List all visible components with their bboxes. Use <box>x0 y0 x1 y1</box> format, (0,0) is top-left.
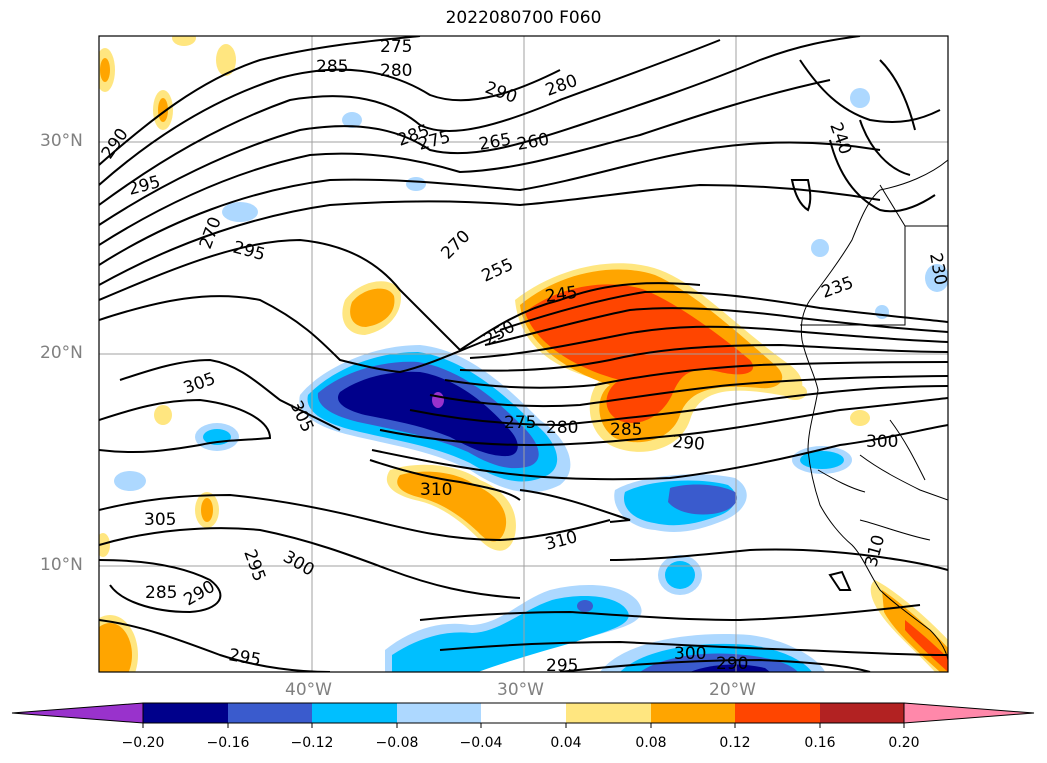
shade-spot-2b <box>158 98 168 122</box>
colorbar-tick-label: −0.12 <box>290 735 334 751</box>
map-title: 2022080700 F060 <box>445 8 602 28</box>
shade-negative-lower-spot <box>577 600 593 612</box>
colorbar-tick-label: 0.08 <box>635 735 667 751</box>
shade-negative-core <box>432 392 444 408</box>
lon-label-30w: 30°W <box>497 680 544 700</box>
shade-spot-8 <box>99 533 110 557</box>
colorbar-tick-label: −0.04 <box>459 735 503 751</box>
shade-neg-spot-6 <box>406 177 426 191</box>
shade-spot-4 <box>172 36 196 46</box>
contour-label: 245 <box>544 283 579 307</box>
colorbar-bin <box>312 703 397 723</box>
contour-label: 280 <box>380 61 412 81</box>
shade-neg-spot-11b <box>800 451 844 469</box>
colorbar-tick-label: −0.16 <box>206 735 250 751</box>
shade-negative-lower-mid <box>392 596 629 672</box>
shade-spot-3 <box>216 44 236 76</box>
shade-negative-blob-3-dark <box>668 484 738 515</box>
contour-label: 300 <box>674 644 706 664</box>
contour-label: 290 <box>672 432 706 455</box>
shade-neg-spot-8 <box>850 88 870 108</box>
colorbar-bin <box>228 703 312 723</box>
contour-label: 230 <box>925 251 950 286</box>
colorbar-bin <box>481 703 566 723</box>
contour-label: 275 <box>504 413 536 433</box>
lat-label-20n: 20°N <box>40 343 83 363</box>
contour-label: 300 <box>866 432 898 452</box>
shade-neg-spot-5 <box>342 112 362 128</box>
contour-label: 305 <box>144 510 176 530</box>
contour-label: 285 <box>610 420 642 440</box>
shade-neg-spot-9 <box>925 264 948 292</box>
contour-label: 285 <box>145 583 177 603</box>
colorbar-extend-high <box>903 702 1035 724</box>
colorbar-tick-label: −0.08 <box>375 735 419 751</box>
colorbar-bin <box>566 703 651 723</box>
contour-label: 310 <box>420 480 452 500</box>
colorbar-bin <box>820 703 904 723</box>
colorbar-tick-label: 0.20 <box>888 735 920 751</box>
plot-frame <box>98 35 949 673</box>
colorbar-bin <box>143 703 228 723</box>
colorbar-bin <box>651 703 735 723</box>
shade-neg-spot-1b <box>665 561 695 589</box>
lon-label-40w: 40°W <box>285 680 332 700</box>
shade-neg-spot-7 <box>811 239 829 257</box>
colorbar-bin <box>735 703 820 723</box>
colorbar-tick-label: −0.20 <box>121 735 165 751</box>
contour-label: 280 <box>546 418 578 438</box>
contour-lines <box>99 36 948 672</box>
shade-negative-lower-right-core <box>690 664 770 672</box>
shade-neg-spot-4 <box>222 202 258 222</box>
shade-neg-spot-10 <box>875 305 889 319</box>
shade-positive-blob-2-mid <box>397 471 507 542</box>
colorbar-tick-label: 0.12 <box>719 735 751 751</box>
coastline <box>800 159 948 661</box>
colorbar-bin <box>397 703 481 723</box>
colorbar-extend-low <box>11 702 144 724</box>
lon-label-20w: 20°W <box>709 680 756 700</box>
shade-positive-blob-1-mid <box>350 288 395 327</box>
shade-spot-1b <box>201 498 213 522</box>
contour-label: 295 <box>546 656 578 676</box>
colorbar-tick-label: 0.04 <box>550 735 582 751</box>
contour-label-layer: 275 285 280 290 280 290 285 275 265 260 … <box>99 37 950 676</box>
lat-label-10n: 10°N <box>40 555 83 575</box>
contour-label: 275 <box>380 37 412 57</box>
shade-spot-7 <box>154 405 172 425</box>
shade-spot-9 <box>850 410 870 426</box>
lat-label-30n: 30°N <box>40 131 83 151</box>
contour-label: 285 <box>316 57 348 77</box>
colorbar-tick-label: 0.16 <box>804 735 836 751</box>
shade-spot-6b <box>99 623 132 672</box>
shade-positive-coast-strong <box>905 620 948 672</box>
shade-neg-spot-3 <box>114 471 146 491</box>
colorbar <box>11 702 1035 728</box>
shade-spot-5b <box>100 58 110 82</box>
contour-label: 290 <box>716 654 748 674</box>
